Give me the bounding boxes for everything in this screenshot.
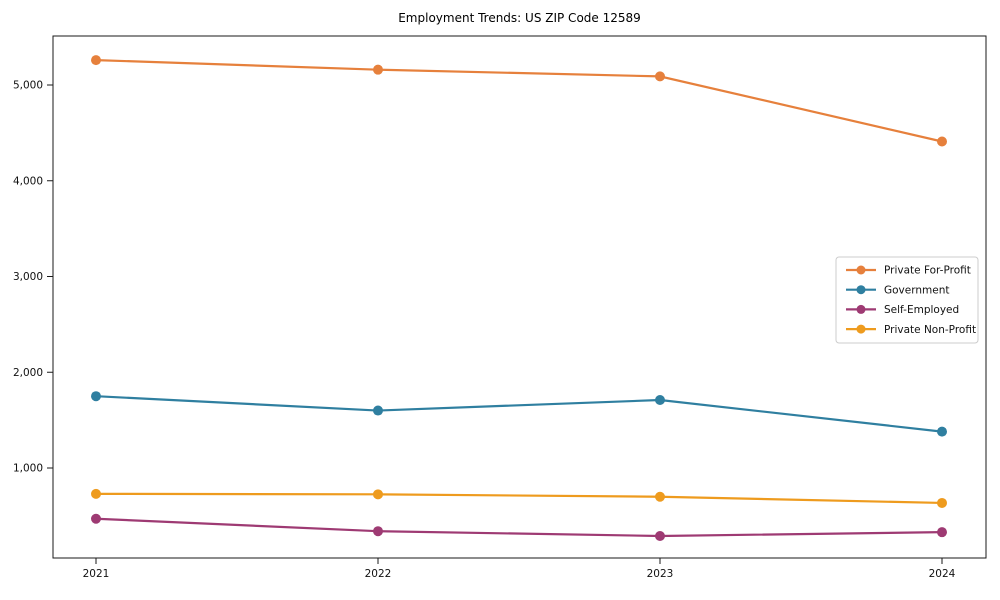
- legend-marker-dot-self-employed: [856, 304, 866, 314]
- legend-label-government: Government: [884, 284, 949, 296]
- data-point-self-employed-2021: [91, 513, 101, 524]
- x-tick-label: 2022: [365, 568, 392, 580]
- data-point-private-non-profit-2022: [373, 489, 383, 500]
- series-line-self-employed: [94, 517, 944, 538]
- series-line-government: [94, 395, 944, 433]
- legend-item-private-non-profit: Private Non-Profit: [846, 324, 976, 336]
- legend-label-private-non-profit: Private Non-Profit: [884, 324, 976, 336]
- data-point-private-for-profit-2024: [937, 136, 947, 147]
- legend-marker-dot-private-non-profit: [856, 324, 866, 334]
- data-point-private-for-profit-2021: [91, 55, 101, 66]
- data-point-self-employed-2024: [937, 527, 947, 538]
- x-tick-label: 2024: [929, 568, 956, 580]
- data-point-private-non-profit-2024: [937, 497, 947, 508]
- series-line-private-non-profit: [94, 492, 944, 505]
- legend-item-government: Government: [846, 284, 949, 296]
- legend-marker-dot-government: [856, 285, 866, 295]
- data-point-private-for-profit-2023: [655, 71, 665, 82]
- data-point-government-2024: [937, 426, 947, 437]
- data-point-government-2021: [91, 391, 101, 402]
- data-point-private-non-profit-2021: [91, 488, 101, 499]
- chart-title: Employment Trends: US ZIP Code 12589: [398, 11, 641, 25]
- legend-item-private-for-profit: Private For-Profit: [846, 265, 971, 277]
- plot-border: [52, 35, 987, 559]
- data-point-government-2022: [373, 405, 383, 416]
- data-point-self-employed-2023: [655, 530, 665, 541]
- data-point-private-non-profit-2023: [655, 491, 665, 502]
- data-point-self-employed-2022: [373, 526, 383, 537]
- y-tick-label: 5,000: [13, 80, 43, 92]
- legend-item-self-employed: Self-Employed: [846, 304, 959, 316]
- x-tick-label: 2021: [83, 568, 110, 580]
- y-tick-label: 2,000: [13, 367, 43, 379]
- y-tick-label: 3,000: [13, 271, 43, 283]
- y-tick-label: 4,000: [13, 175, 43, 187]
- series-line-private-for-profit: [94, 59, 944, 143]
- legend-box: [835, 256, 979, 344]
- legend-label-self-employed: Self-Employed: [884, 304, 959, 316]
- legend-label-private-for-profit: Private For-Profit: [884, 265, 971, 277]
- legend: Private For-Profit Government Self-Employe…: [835, 256, 979, 344]
- data-point-private-for-profit-2022: [373, 64, 383, 75]
- data-point-government-2023: [655, 395, 665, 406]
- y-tick-label: 1,000: [13, 463, 43, 475]
- x-tick-label: 2023: [647, 568, 674, 580]
- legend-marker-dot-private-for-profit: [856, 265, 866, 275]
